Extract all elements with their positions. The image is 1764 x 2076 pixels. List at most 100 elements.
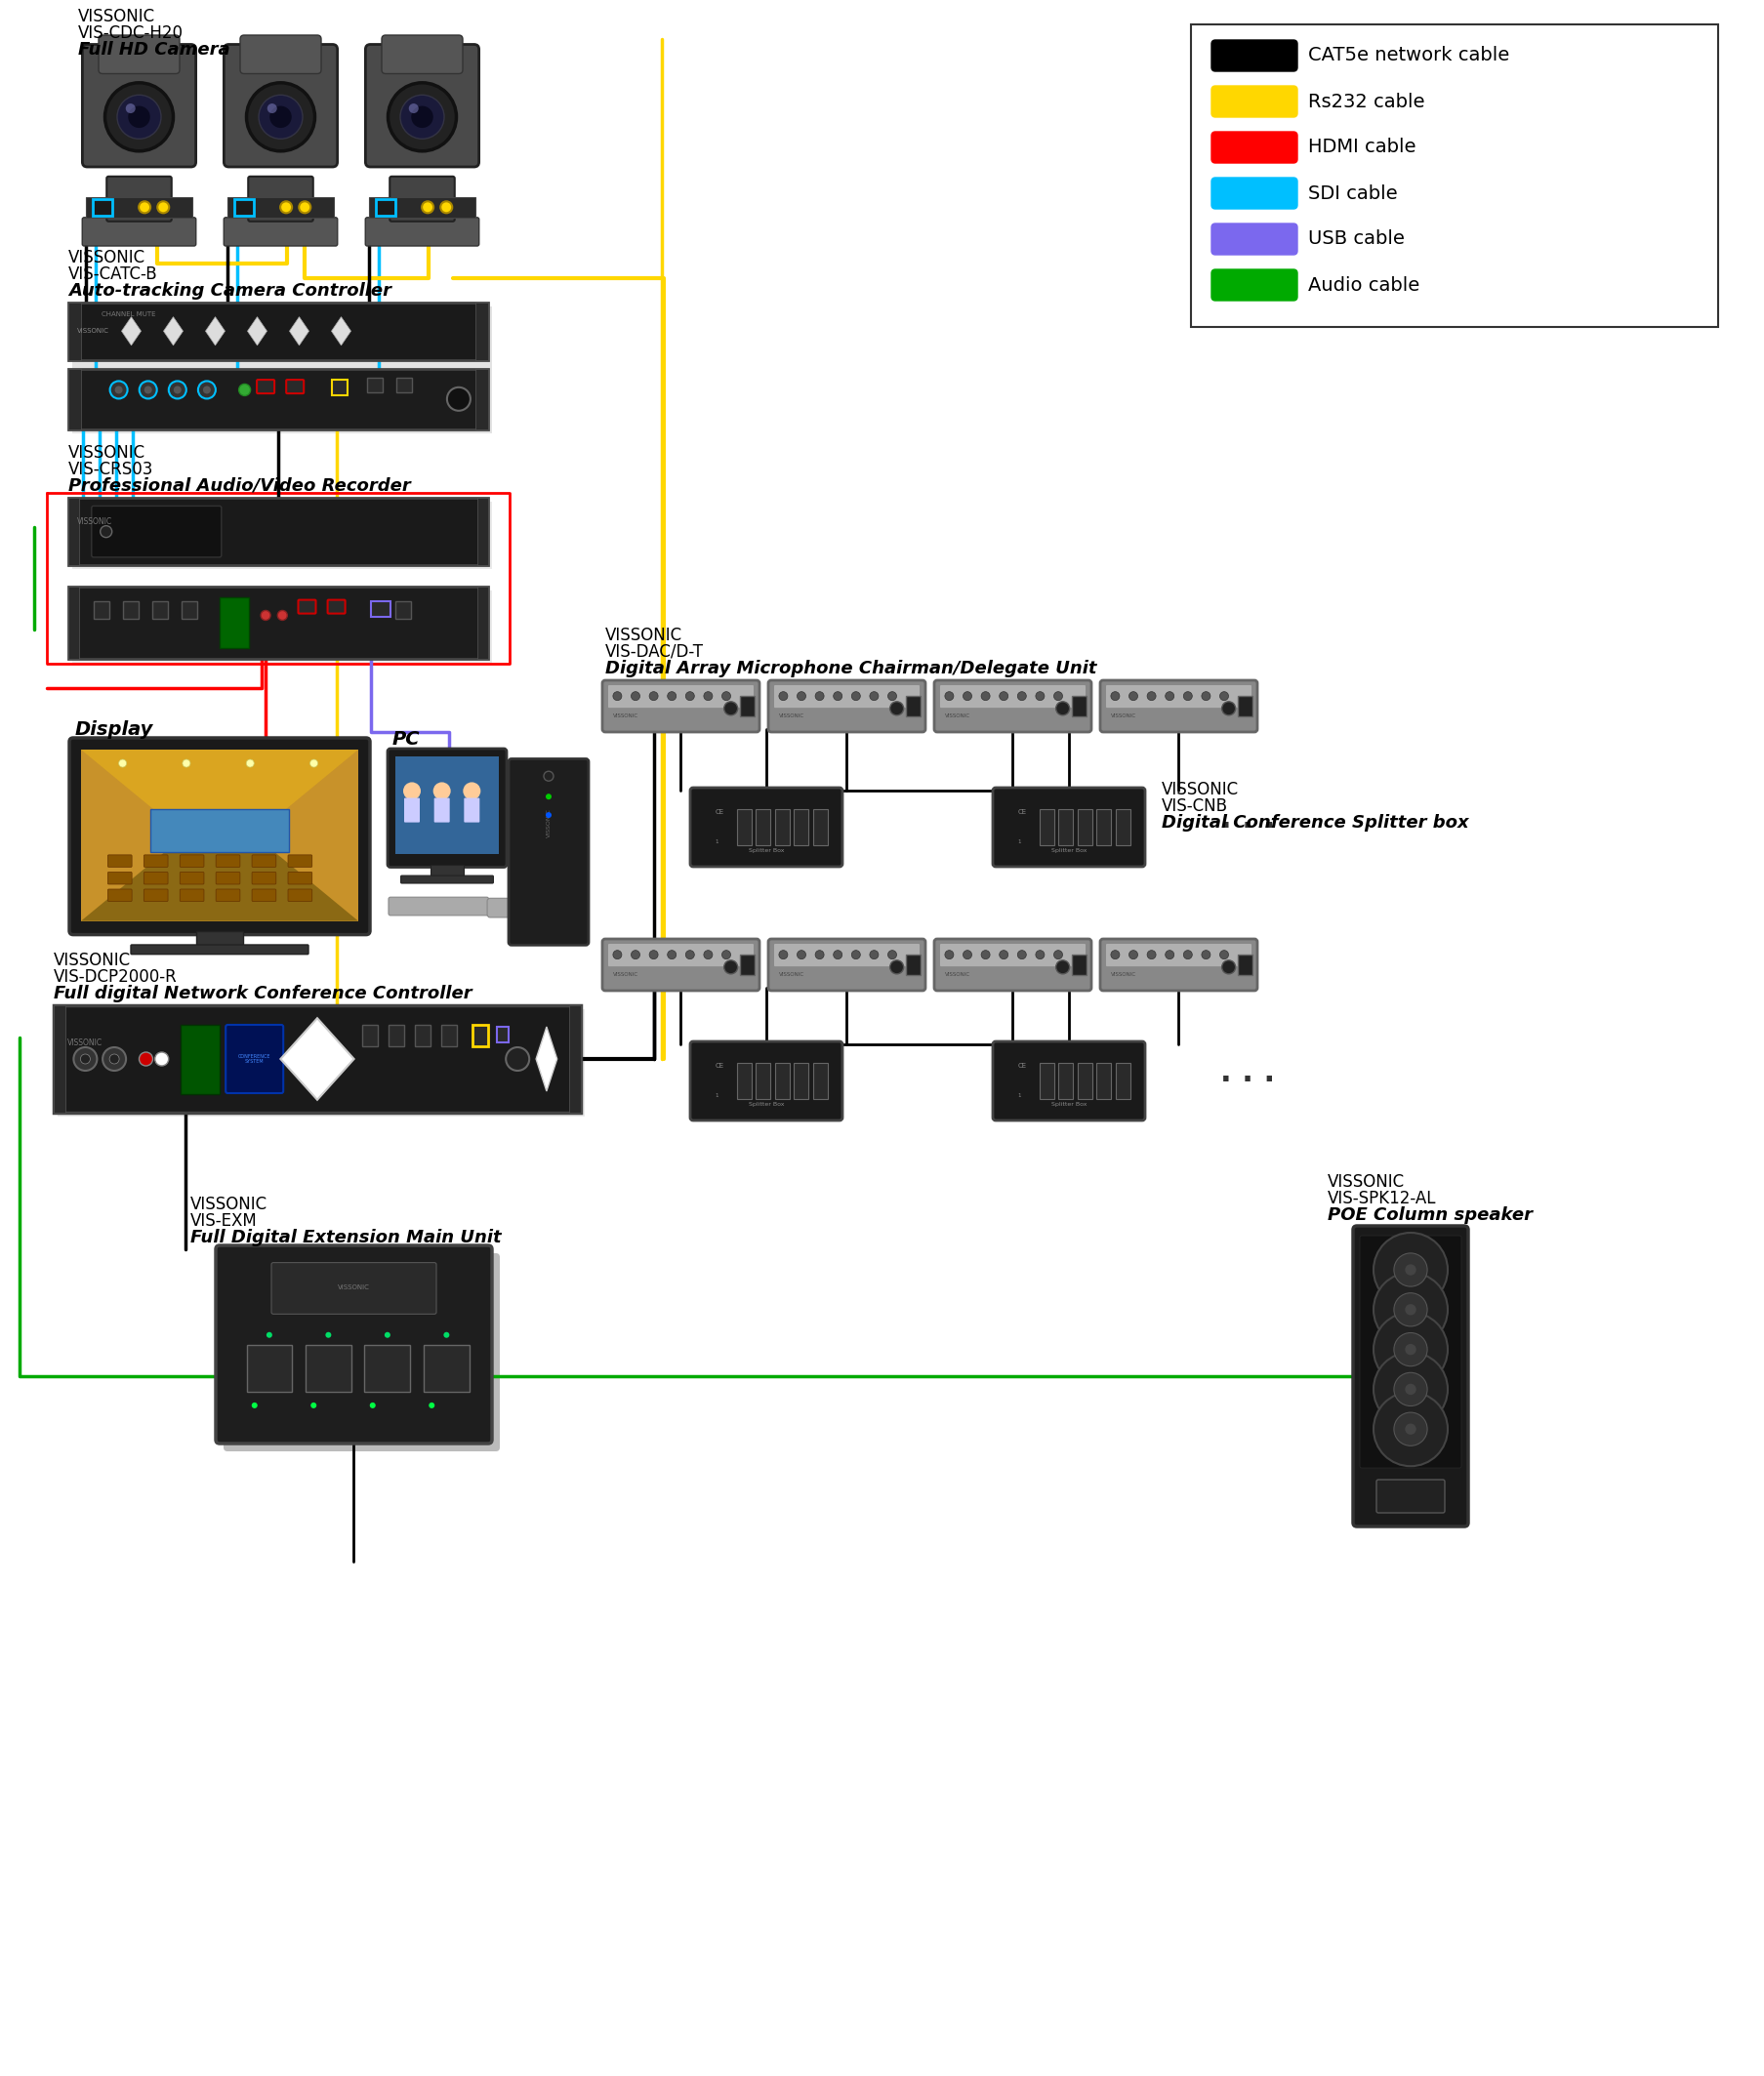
Text: 1: 1 xyxy=(714,1094,718,1098)
FancyBboxPatch shape xyxy=(441,1026,457,1046)
Text: VISSONIC: VISSONIC xyxy=(76,328,109,334)
Circle shape xyxy=(74,1046,97,1071)
Text: VISSONIC: VISSONIC xyxy=(76,517,111,525)
FancyBboxPatch shape xyxy=(400,876,494,882)
Bar xyxy=(478,498,489,565)
FancyBboxPatch shape xyxy=(1212,270,1297,301)
Text: Digital Array Microphone Chairman/Delegate Unit: Digital Array Microphone Chairman/Delega… xyxy=(605,660,1097,677)
Text: 1: 1 xyxy=(714,839,718,845)
Circle shape xyxy=(125,104,136,114)
Bar xyxy=(395,756,499,853)
Circle shape xyxy=(173,386,182,394)
Text: VISSONIC: VISSONIC xyxy=(69,249,146,266)
Polygon shape xyxy=(164,318,183,345)
Text: CE: CE xyxy=(714,1063,723,1069)
Circle shape xyxy=(434,783,450,799)
Circle shape xyxy=(963,691,972,700)
FancyBboxPatch shape xyxy=(774,1063,790,1100)
FancyBboxPatch shape xyxy=(370,600,390,617)
Text: 1: 1 xyxy=(1018,1094,1021,1098)
Circle shape xyxy=(1219,951,1228,959)
Circle shape xyxy=(109,382,127,399)
FancyBboxPatch shape xyxy=(249,176,314,222)
Circle shape xyxy=(404,783,422,799)
FancyBboxPatch shape xyxy=(99,35,180,73)
FancyBboxPatch shape xyxy=(226,1026,284,1094)
FancyBboxPatch shape xyxy=(69,737,370,934)
Bar xyxy=(69,370,81,430)
Circle shape xyxy=(1000,951,1007,959)
FancyBboxPatch shape xyxy=(737,1063,751,1100)
Text: · · ·: · · · xyxy=(1221,812,1275,841)
Text: VIS-DCP2000-R: VIS-DCP2000-R xyxy=(53,967,178,986)
FancyBboxPatch shape xyxy=(609,945,753,967)
Circle shape xyxy=(310,1403,316,1408)
Circle shape xyxy=(667,951,676,959)
FancyBboxPatch shape xyxy=(609,685,753,708)
Circle shape xyxy=(1053,951,1062,959)
FancyBboxPatch shape xyxy=(215,855,240,868)
Circle shape xyxy=(833,691,841,700)
Circle shape xyxy=(1147,691,1155,700)
Text: VISSONIC: VISSONIC xyxy=(778,714,804,718)
Bar xyxy=(430,864,464,876)
Text: Rs232 cable: Rs232 cable xyxy=(1309,91,1425,110)
Circle shape xyxy=(1406,1343,1416,1356)
FancyBboxPatch shape xyxy=(397,378,413,392)
FancyBboxPatch shape xyxy=(376,199,395,216)
Bar xyxy=(69,585,79,658)
FancyBboxPatch shape xyxy=(774,810,790,845)
Circle shape xyxy=(1129,691,1138,700)
FancyBboxPatch shape xyxy=(907,955,921,976)
FancyBboxPatch shape xyxy=(690,1042,843,1121)
FancyBboxPatch shape xyxy=(224,218,337,245)
Circle shape xyxy=(1035,691,1044,700)
Text: CE: CE xyxy=(1018,810,1027,816)
Text: VISSONIC: VISSONIC xyxy=(547,810,550,839)
Circle shape xyxy=(157,201,169,214)
Circle shape xyxy=(1111,951,1120,959)
Text: Full digital Network Conference Controller: Full digital Network Conference Controll… xyxy=(53,984,473,1003)
Bar xyxy=(476,303,489,359)
Circle shape xyxy=(116,95,161,139)
FancyBboxPatch shape xyxy=(180,872,205,884)
FancyBboxPatch shape xyxy=(180,889,205,901)
FancyBboxPatch shape xyxy=(907,695,921,716)
Circle shape xyxy=(1406,1264,1416,1275)
Circle shape xyxy=(780,691,789,700)
FancyBboxPatch shape xyxy=(1073,695,1087,716)
Circle shape xyxy=(723,961,737,974)
Circle shape xyxy=(721,691,730,700)
Circle shape xyxy=(409,104,418,114)
FancyBboxPatch shape xyxy=(108,889,132,901)
FancyBboxPatch shape xyxy=(1212,224,1297,255)
FancyBboxPatch shape xyxy=(404,797,420,822)
FancyBboxPatch shape xyxy=(305,1345,351,1393)
Text: VIS-CNB: VIS-CNB xyxy=(1162,797,1228,816)
FancyBboxPatch shape xyxy=(219,598,249,648)
FancyBboxPatch shape xyxy=(1238,955,1252,976)
FancyBboxPatch shape xyxy=(1212,39,1297,71)
Text: VIS-CRS03: VIS-CRS03 xyxy=(69,461,153,477)
Text: VISSONIC: VISSONIC xyxy=(1111,714,1136,718)
FancyBboxPatch shape xyxy=(774,945,919,967)
Text: VIS-CDC-H20: VIS-CDC-H20 xyxy=(78,25,183,42)
FancyBboxPatch shape xyxy=(365,44,480,166)
Text: VISSONIC: VISSONIC xyxy=(191,1196,268,1212)
Text: VISSONIC: VISSONIC xyxy=(67,1038,102,1046)
FancyBboxPatch shape xyxy=(388,1026,404,1046)
Text: Auto-tracking Camera Controller: Auto-tracking Camera Controller xyxy=(69,282,392,299)
Circle shape xyxy=(259,95,303,139)
Circle shape xyxy=(632,951,640,959)
FancyBboxPatch shape xyxy=(235,199,254,216)
Bar xyxy=(72,307,492,434)
FancyBboxPatch shape xyxy=(86,197,192,218)
FancyBboxPatch shape xyxy=(332,380,348,394)
FancyBboxPatch shape xyxy=(741,695,755,716)
FancyBboxPatch shape xyxy=(108,855,132,868)
FancyBboxPatch shape xyxy=(106,176,171,222)
Circle shape xyxy=(109,1055,120,1063)
FancyBboxPatch shape xyxy=(602,938,760,990)
Circle shape xyxy=(155,1053,169,1065)
FancyBboxPatch shape xyxy=(388,749,506,868)
